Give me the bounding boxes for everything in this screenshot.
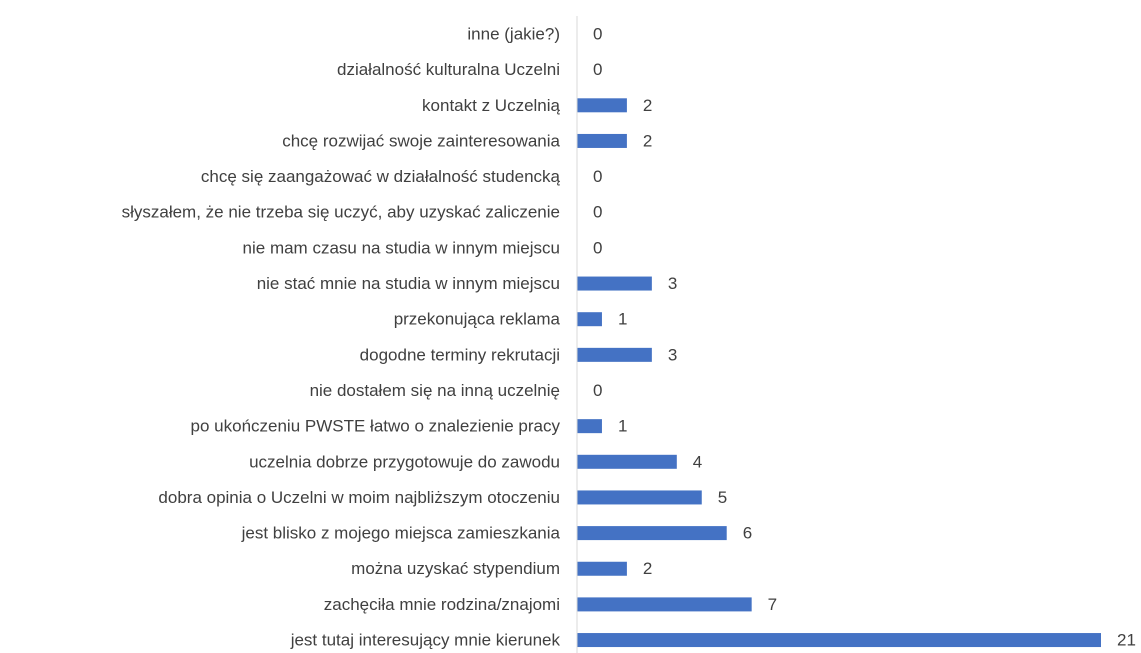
category-label: nie dostałem się na inną uczelnię (310, 381, 560, 400)
category-label: dogodne terminy rekrutacji (360, 345, 560, 364)
data-label: 0 (593, 381, 602, 400)
bar (577, 597, 752, 612)
category-label: nie stać mnie na studia w innym miejscu (257, 274, 560, 293)
bar (577, 347, 652, 362)
category-label: słyszałem, że nie trzeba się uczyć, aby … (122, 203, 560, 222)
category-label: nie mam czasu na studia w innym miejscu (243, 238, 560, 257)
bar (577, 633, 1101, 648)
category-label: działalność kulturalna Uczelni (337, 60, 560, 79)
data-label: 1 (618, 310, 627, 329)
data-label: 7 (768, 595, 777, 614)
bar (577, 98, 627, 113)
data-label: 5 (718, 488, 727, 507)
category-label: przekonująca reklama (394, 310, 561, 329)
bar (577, 526, 727, 541)
category-label: chcę się zaangażować w działalność stude… (201, 167, 561, 186)
data-label: 0 (593, 203, 602, 222)
category-label: inne (jakie?) (467, 24, 560, 43)
bar (577, 312, 602, 327)
category-label: kontakt z Uczelnią (422, 96, 560, 115)
data-label: 4 (693, 452, 702, 471)
category-label: chcę rozwijać swoje zainteresowania (282, 131, 560, 150)
data-label: 1 (618, 417, 627, 436)
data-label: 2 (643, 559, 652, 578)
category-label: po ukończeniu PWSTE łatwo o znalezienie … (191, 417, 561, 436)
data-label: 0 (593, 24, 602, 43)
category-label: dobra opinia o Uczelni w moim najbliższy… (158, 488, 560, 507)
data-label: 21 (1117, 631, 1136, 650)
data-label: 3 (668, 274, 677, 293)
bar (577, 490, 702, 505)
data-label: 2 (643, 96, 652, 115)
category-label: jest blisko z mojego miejsca zamieszkani… (241, 524, 561, 543)
bar (577, 133, 627, 148)
bar (577, 454, 677, 469)
bar (577, 561, 627, 576)
category-label: można uzyskać stypendium (351, 559, 560, 578)
category-label: uczelnia dobrze przygotowuje do zawodu (249, 452, 560, 471)
data-label: 0 (593, 60, 602, 79)
bar (577, 419, 602, 434)
data-label: 3 (668, 345, 677, 364)
data-label: 0 (593, 238, 602, 257)
category-label: jest tutaj interesujący mnie kierunek (290, 631, 561, 650)
data-label: 0 (593, 167, 602, 186)
bar (577, 276, 652, 291)
data-label: 6 (743, 524, 752, 543)
category-label: zachęciła mnie rodzina/znajomi (324, 595, 560, 614)
data-label: 2 (643, 131, 652, 150)
